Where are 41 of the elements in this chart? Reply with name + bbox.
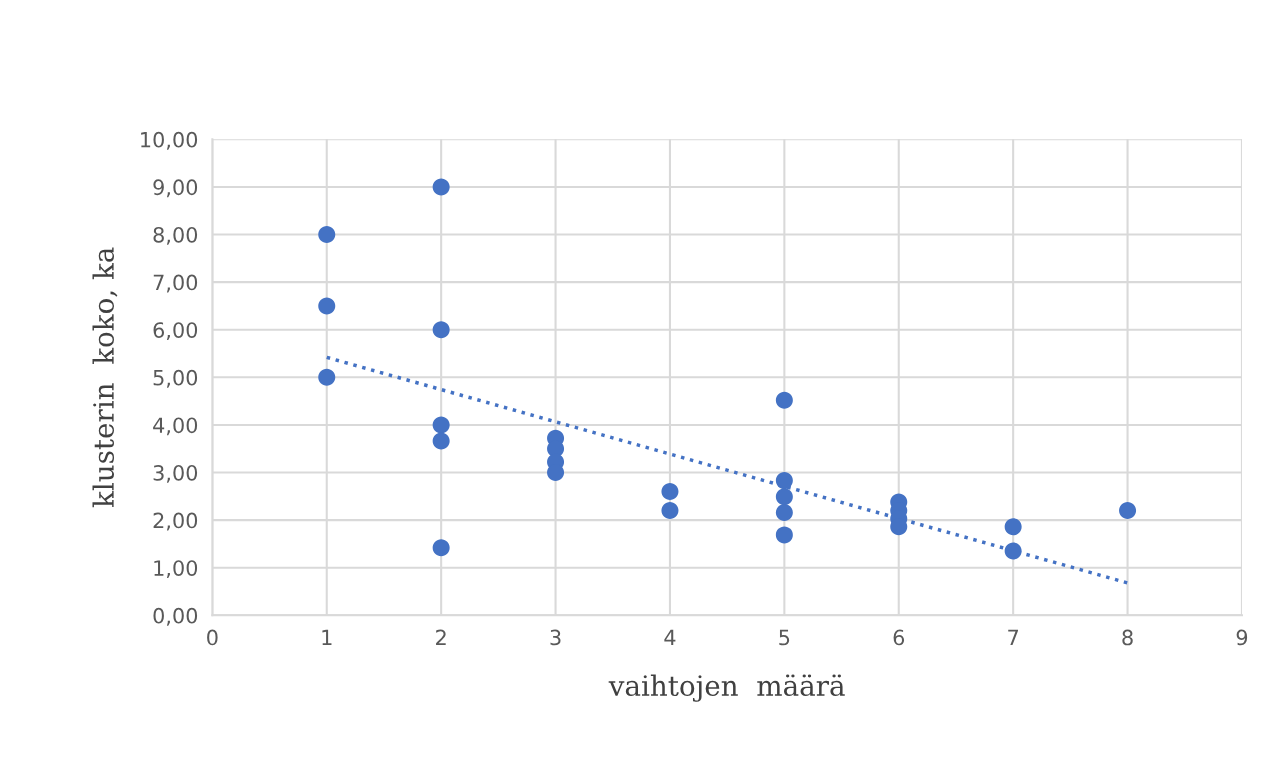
point bbox=[432, 416, 450, 434]
x-tick-label: 9 bbox=[1236, 629, 1248, 646]
x-tick-label: 7 bbox=[1008, 629, 1018, 646]
point bbox=[318, 297, 336, 315]
point bbox=[661, 483, 679, 501]
y-tick-label: 6,00 bbox=[153, 322, 198, 341]
y-tick-label: 9,00 bbox=[153, 179, 198, 198]
y-axis-title: klusterin koko, ka bbox=[92, 247, 118, 508]
x-tick-label: 0 bbox=[207, 629, 218, 646]
point bbox=[775, 488, 793, 506]
y-tick-label: 5,00 bbox=[153, 369, 198, 388]
x-tick-label: 5 bbox=[779, 629, 790, 646]
y-tick-label: 2,00 bbox=[153, 512, 198, 531]
point bbox=[318, 226, 336, 244]
x-tick-label: 4 bbox=[664, 629, 676, 646]
point bbox=[775, 472, 793, 490]
y-tick-label: 7,00 bbox=[153, 274, 198, 293]
point bbox=[432, 432, 450, 450]
point bbox=[775, 504, 793, 522]
point bbox=[432, 539, 450, 557]
point bbox=[1004, 518, 1022, 536]
y-tick-label: 3,00 bbox=[153, 464, 198, 483]
x-axis-title: vaihtojen määrä bbox=[608, 674, 845, 702]
y-tick-label: 8,00 bbox=[153, 226, 198, 245]
x-tick-label: 6 bbox=[893, 629, 905, 646]
x-tick-label: 2 bbox=[436, 629, 446, 646]
point bbox=[775, 526, 793, 544]
x-tick-label: 8 bbox=[1122, 629, 1133, 646]
x-tick-label: 1 bbox=[322, 629, 332, 646]
point bbox=[1119, 502, 1137, 520]
point bbox=[432, 178, 450, 196]
x-tick-label: 3 bbox=[550, 629, 561, 646]
point bbox=[661, 502, 679, 520]
y-tick-label: 4,00 bbox=[153, 417, 198, 436]
point bbox=[775, 391, 793, 409]
y-tick-label: 0,00 bbox=[153, 607, 198, 626]
y-tick-label: 10,00 bbox=[141, 131, 198, 150]
y-tick-label: 1,00 bbox=[154, 560, 198, 579]
point bbox=[318, 368, 336, 386]
point bbox=[432, 321, 450, 339]
point bbox=[1004, 542, 1022, 560]
